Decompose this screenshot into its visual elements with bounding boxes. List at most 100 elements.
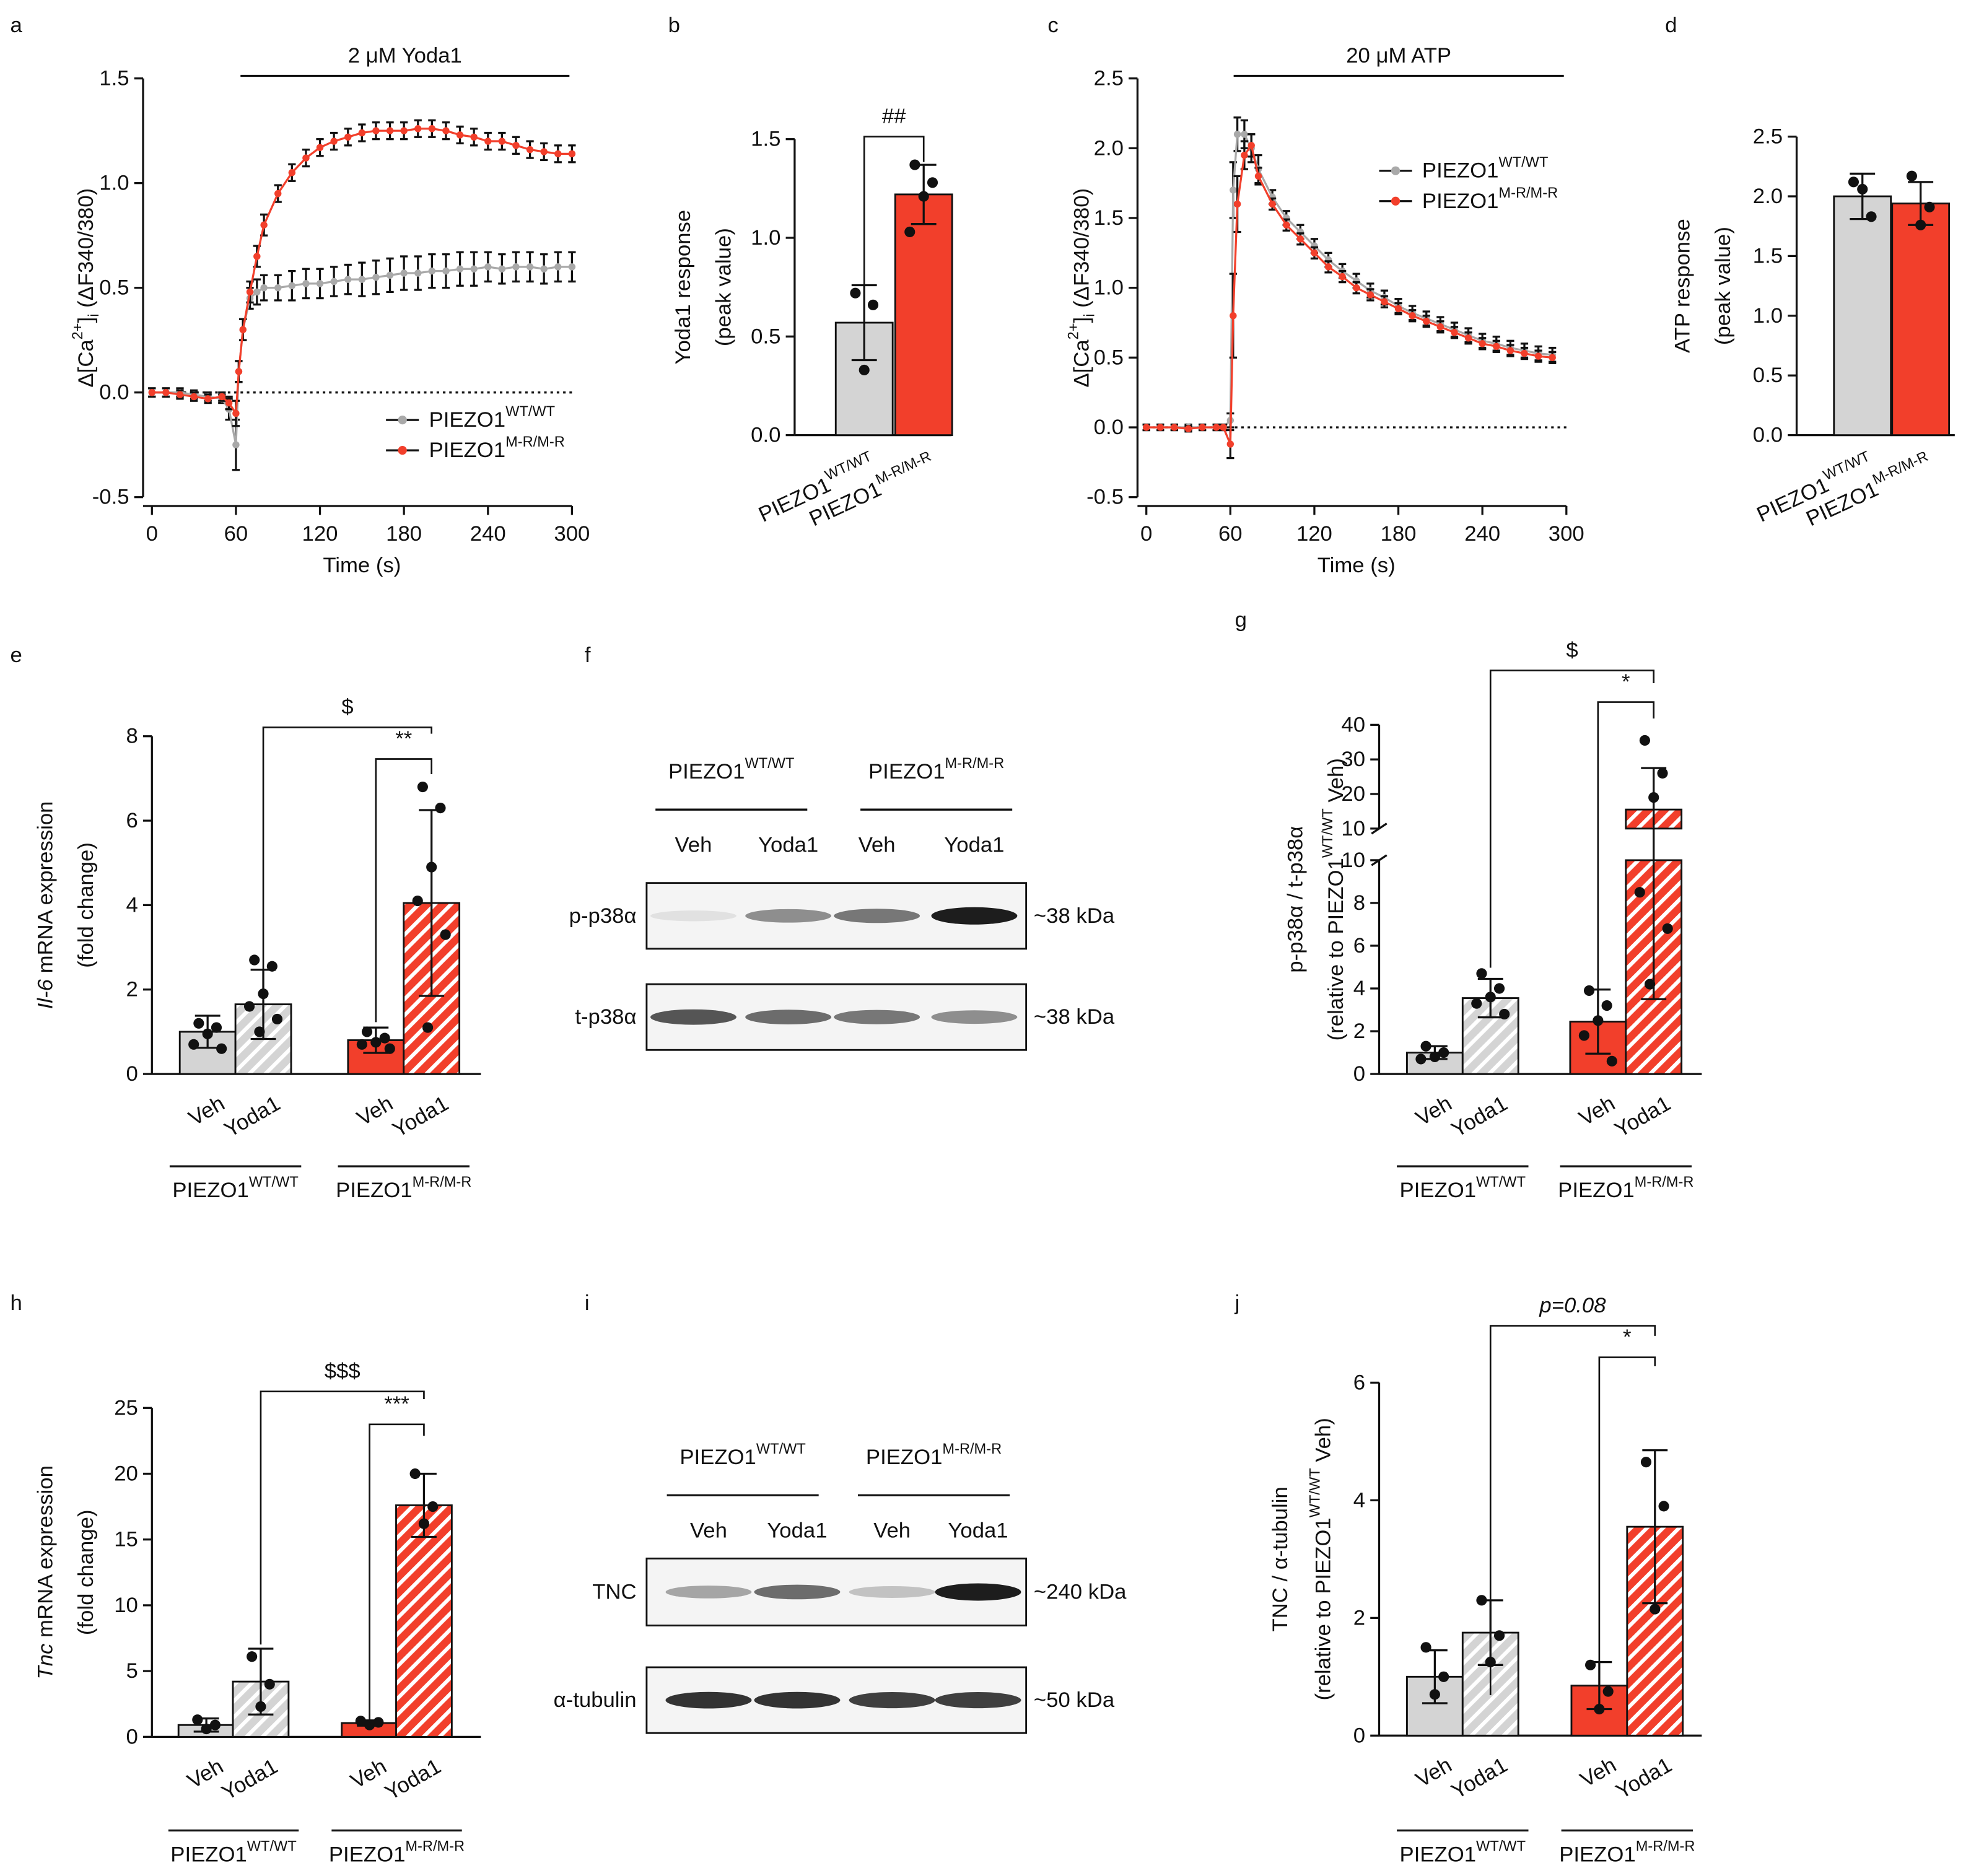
text-part: 2+ <box>1066 323 1082 339</box>
text-part: Δ[Ca <box>1070 339 1094 388</box>
y-axis-label: (peak value) <box>1711 227 1735 345</box>
bar <box>395 1504 453 1738</box>
data-point <box>1254 172 1262 180</box>
significance-label: *** <box>384 1392 409 1416</box>
x-tick-label: 60 <box>1218 522 1243 546</box>
data-point <box>266 961 277 972</box>
panel-letter: f <box>585 644 591 667</box>
text-part: i <box>86 313 102 316</box>
text-part: PIEZO1 <box>1559 1843 1635 1866</box>
bar <box>894 193 953 437</box>
text-part: M-R/M-R <box>505 434 565 450</box>
data-point <box>1857 183 1868 195</box>
text-part: ATP response <box>1671 219 1695 353</box>
data-point <box>1506 347 1514 354</box>
y-axis-label: p-p38α / t-p38α <box>1284 826 1308 973</box>
data-point <box>364 1719 375 1730</box>
data-point <box>386 127 394 134</box>
data-point <box>386 271 394 279</box>
data-point <box>1924 201 1935 212</box>
data-point <box>909 159 920 170</box>
lane-label: Yoda1 <box>758 833 818 857</box>
y-tick-label: 4 <box>1353 1488 1365 1512</box>
text-part: WT/WT <box>823 448 874 484</box>
panel: g 0 2 4 6 8 10 10 20 30 40 p-p38α / t-p38α (relative… <box>1235 608 1702 1202</box>
data-point <box>1241 151 1248 159</box>
data-point <box>1848 177 1859 188</box>
y-tick-label: 2.5 <box>1753 125 1783 149</box>
text-part: PIEZO1 <box>172 1179 248 1202</box>
data-point <box>1230 186 1237 194</box>
x-tick-label: 0 <box>1140 522 1152 546</box>
lane-label: Veh <box>873 1519 911 1542</box>
genotype-label: PIEZO1WT/WT <box>668 756 794 783</box>
data-point <box>442 127 450 134</box>
text-part: TNC / α-tubulin <box>1269 1486 1292 1631</box>
significance-label: * <box>1622 670 1630 694</box>
data-point <box>554 150 562 158</box>
y-tick-label: 6 <box>126 809 138 832</box>
data-point <box>379 1032 390 1044</box>
significance-bracket <box>863 136 925 285</box>
y-tick-label: 1.5 <box>99 67 129 90</box>
data-point <box>1420 1642 1431 1653</box>
text-part: PIEZO1 <box>868 760 945 783</box>
text-part: M-R/M-R <box>413 1174 472 1190</box>
blot-band <box>834 909 920 923</box>
data-point <box>1199 424 1206 431</box>
x-tick-label: 180 <box>386 522 422 546</box>
data-point <box>330 277 338 286</box>
data-point <box>428 125 436 133</box>
panel-letter: a <box>11 14 23 37</box>
data-point <box>216 1043 227 1054</box>
size-label: ~240 kDa <box>1034 1580 1127 1603</box>
data-point <box>440 929 451 940</box>
x-tick-label: 60 <box>224 522 248 546</box>
significance-label: p=0.08 <box>1539 1294 1606 1317</box>
data-point <box>176 391 184 398</box>
text-part: PIEZO1 <box>336 1179 412 1202</box>
data-point <box>361 1026 373 1037</box>
data-point <box>1658 1501 1669 1512</box>
panel-letter: e <box>11 644 22 667</box>
text-part: M-R/M-R <box>1635 1174 1694 1190</box>
data-point <box>253 253 261 260</box>
data-point <box>1423 318 1430 325</box>
data-point <box>202 1028 213 1039</box>
axis-break <box>1371 854 1387 866</box>
text-part: mRNA expression <box>34 1465 58 1644</box>
data-point <box>225 399 233 407</box>
y-tick-label: 2.5 <box>1094 67 1124 90</box>
text-part: (peak value) <box>1711 227 1735 345</box>
y-tick-label: 20 <box>1341 782 1365 806</box>
blot-band <box>650 1009 736 1025</box>
data-point <box>1311 249 1318 257</box>
data-point <box>190 393 198 401</box>
y-tick-label: -0.5 <box>92 486 129 509</box>
text-part: p-p38α / t-p38α <box>1284 826 1308 973</box>
blot-band <box>650 910 736 922</box>
genotype-label: PIEZO1M-R/M-R <box>868 756 1004 783</box>
significance-bracket <box>1489 670 1655 968</box>
data-point <box>512 263 520 271</box>
data-point <box>260 284 268 292</box>
lane-label: Veh <box>675 833 712 857</box>
data-point <box>1639 735 1650 746</box>
text-part: mRNA expression <box>34 801 58 979</box>
data-point <box>253 288 261 296</box>
data-point <box>1493 342 1500 351</box>
legend-marker <box>398 415 407 425</box>
y-axis-label: TNC / α-tubulin <box>1269 1486 1292 1631</box>
data-point <box>1476 1595 1487 1606</box>
data-point <box>512 142 520 149</box>
data-point <box>358 129 366 137</box>
data-point <box>247 1651 258 1662</box>
data-point <box>274 284 282 292</box>
data-point <box>232 441 240 448</box>
data-point <box>271 1013 283 1025</box>
data-point <box>1662 923 1673 934</box>
y-tick-label: 0.5 <box>99 276 129 300</box>
y-tick-label: 1.0 <box>99 172 129 195</box>
